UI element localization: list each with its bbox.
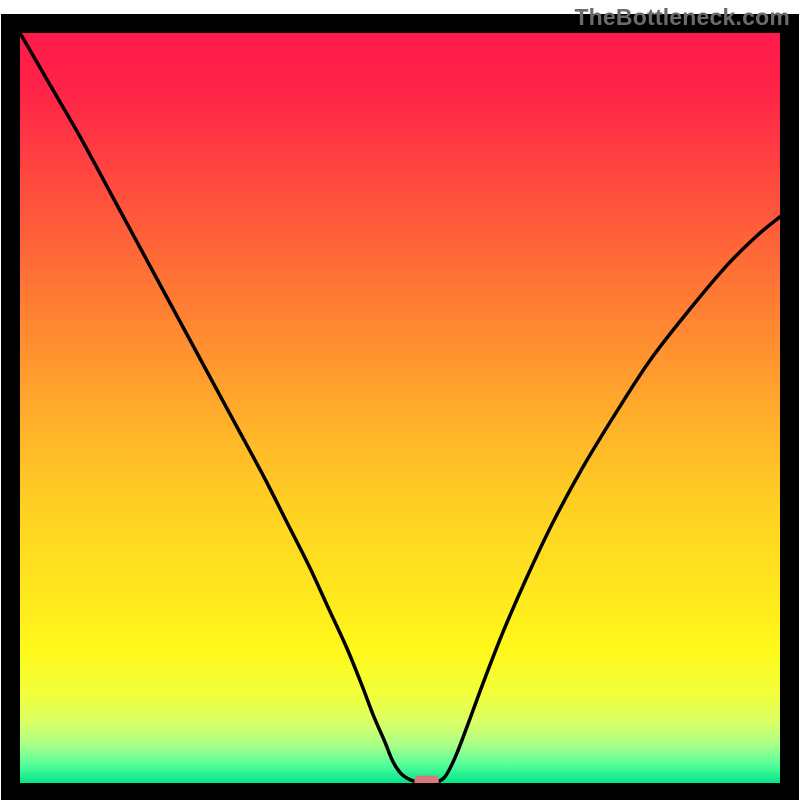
chart-container: { "watermark": { "text": "TheBottleneck.… — [0, 0, 800, 800]
bottleneck-chart — [0, 0, 800, 800]
plot-background — [20, 33, 780, 783]
watermark-text: TheBottleneck.com — [574, 4, 790, 31]
